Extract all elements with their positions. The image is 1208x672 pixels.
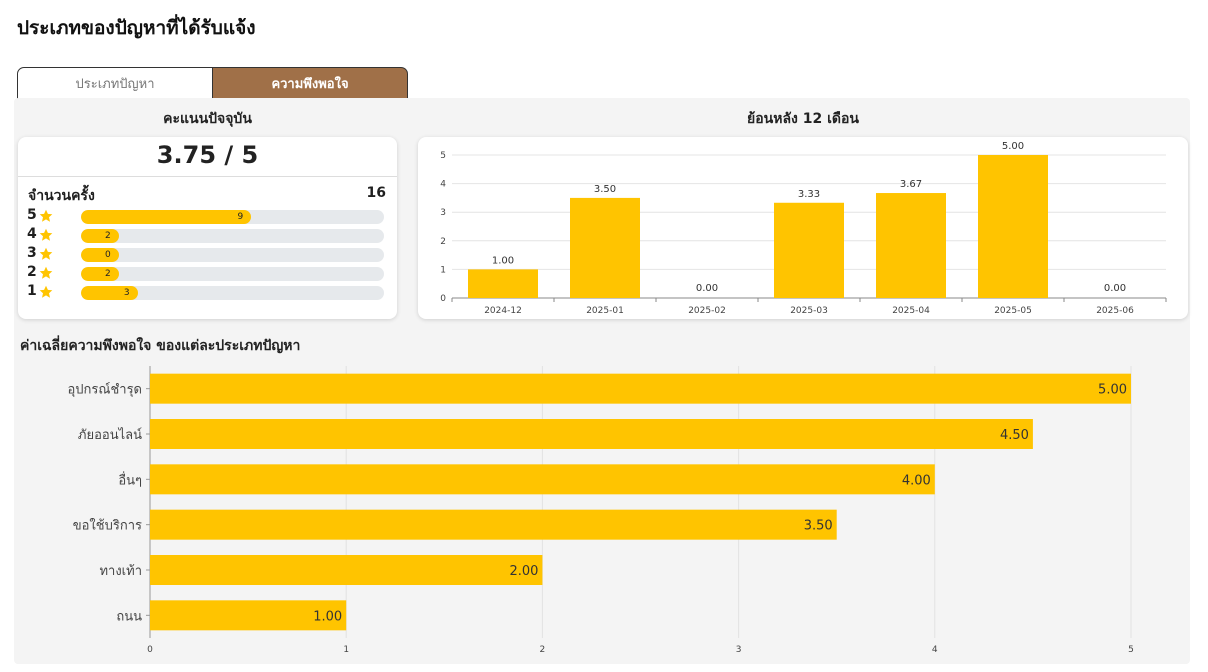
star-icon [39, 266, 53, 279]
trend-chart-title: ย้อนหลัง 12 เดือน [747, 111, 859, 127]
tab-satisfaction[interactable]: ความพึงพอใจ [213, 67, 408, 99]
rating-label: 1 [27, 283, 37, 299]
rating-count: 3 [123, 288, 130, 298]
current-score-title: คะแนนปัจจุบัน [163, 111, 252, 127]
rating-count: 0 [105, 250, 111, 260]
data-label: 3.33 [798, 189, 820, 200]
x-tick-label: 2024-12 [484, 306, 522, 316]
bar-2025-03 [774, 202, 844, 298]
data-label: 2.00 [509, 564, 538, 579]
count-label: จำนวนครั้ง [28, 188, 95, 204]
x-tick-label: 4 [932, 645, 938, 655]
data-label: 1.00 [313, 609, 342, 624]
data-label: 3.50 [594, 184, 616, 195]
trend-chart: 0 1 2 3 4 5 1.00 2024-12 3.50 2025-01 0.00 2025-02 3… [440, 141, 1167, 316]
data-label: 5.00 [1098, 383, 1127, 398]
rating-fill [81, 286, 138, 300]
x-tick-label: 2025-04 [892, 306, 930, 316]
bar-2024-12 [468, 269, 538, 298]
rating-fill [81, 267, 119, 281]
y-tick-label: 4 [440, 180, 446, 190]
category-label: อื่นๆ [118, 471, 142, 488]
rating-label: 5 [27, 207, 37, 223]
rating-track: 0 [81, 248, 384, 262]
y-tick-label: 5 [440, 151, 446, 161]
x-tick-label: 2025-02 [688, 306, 726, 316]
rating-track: 9 [81, 210, 384, 224]
rating-count: 2 [105, 231, 111, 241]
data-label: 3.67 [900, 179, 922, 190]
star-icon [39, 285, 53, 298]
star-icon [39, 209, 53, 222]
data-label: 4.00 [902, 473, 931, 488]
data-label: 4.50 [1000, 428, 1029, 443]
bar-6 [150, 600, 347, 631]
x-tick-label: 1 [343, 645, 349, 655]
rating-count: 9 [237, 212, 244, 222]
x-tick-label: 2025-06 [1096, 306, 1134, 316]
data-label: 3.50 [804, 519, 833, 534]
x-tick-label: 3 [736, 645, 742, 655]
bar-2025-04 [876, 193, 946, 298]
x-tick-label: 2025-05 [994, 306, 1032, 316]
x-tick-label: 5 [1128, 645, 1134, 655]
bar-5 [150, 555, 543, 585]
x-tick-label: 2025-01 [586, 306, 624, 316]
rating-track: 2 [81, 229, 384, 243]
rating-fill [81, 229, 119, 243]
rating-label: 3 [27, 245, 37, 261]
category-label: ถนน [116, 609, 142, 624]
category-label: ภัยออนไลน์ [78, 427, 142, 443]
bar-4 [150, 509, 837, 540]
bar-2025-01 [570, 197, 640, 298]
rating-count: 2 [105, 269, 111, 279]
score-value: 3.75 / 5 [156, 141, 259, 169]
bar-2 [150, 419, 1033, 449]
data-label: 1.00 [492, 255, 514, 266]
tab-bar: ประเภทปัญหา ความพึงพอใจ [17, 67, 408, 99]
y-tick-label: 1 [440, 265, 446, 275]
category-label: ขอใช้บริการ [73, 518, 142, 534]
x-tick-label: 2 [540, 645, 546, 655]
x-tick-label: 2025-03 [790, 306, 828, 316]
category-chart-title: ค่าเฉลี่ยความพึงพอใจ ของแต่ละประเภทปัญหา [20, 338, 301, 354]
y-tick-label: 2 [440, 237, 446, 247]
x-tick-label: 0 [147, 645, 153, 655]
category-average-chart: 0 1 2 3 4 5 5.00 อุปกรณ์ชำรุด 4.50 ภัยออนไลน์ 4.00… [67, 366, 1134, 655]
count-value: 16 [366, 185, 386, 201]
y-tick-label: 0 [440, 294, 446, 304]
star-icon [39, 247, 53, 260]
category-label: ทางเท้า [99, 564, 142, 579]
category-label: อุปกรณ์ชำรุด [67, 382, 142, 398]
rating-track: 2 [81, 267, 384, 281]
rating-fill [81, 248, 119, 262]
star-icon [39, 228, 53, 241]
bar-2025-05 [978, 155, 1048, 298]
bar-1 [150, 373, 1131, 404]
bar-3 [150, 464, 935, 495]
rating-label: 2 [27, 264, 37, 280]
data-label: 0.00 [1104, 283, 1126, 294]
rating-label: 4 [27, 226, 37, 242]
data-label: 5.00 [1002, 141, 1024, 152]
page-title: ประเภทของปัญหาที่ได้รับแจ้ง [17, 17, 256, 39]
y-tick-label: 3 [440, 208, 446, 218]
data-label: 0.00 [696, 283, 718, 294]
rating-fill [81, 210, 252, 224]
trend-chart-card: 0 1 2 3 4 5 1.00 2024-12 3.50 2025-01 0.00 2025-02 3… [418, 137, 1188, 319]
tab-problem-type[interactable]: ประเภทปัญหา [17, 67, 213, 99]
rating-track: 3 [81, 286, 384, 300]
score-divider [18, 176, 397, 177]
